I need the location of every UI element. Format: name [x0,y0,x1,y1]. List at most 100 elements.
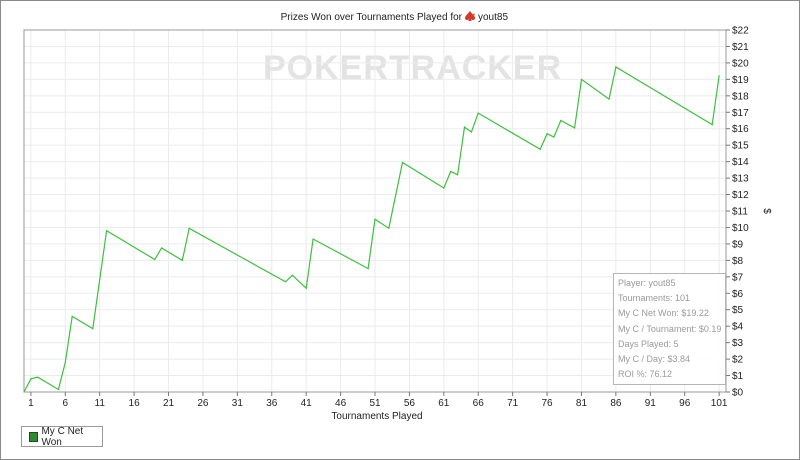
y-tick-label: $3 [732,338,744,349]
y-tick-label: $6 [732,289,744,300]
data-point [463,126,466,128]
y-tick-label: $8 [732,256,744,267]
y-tick-label: $14 [732,157,749,168]
data-point [367,267,369,270]
y-tick-label: $13 [732,174,749,185]
data-point [470,131,472,133]
x-tick-label: 56 [404,398,416,409]
data-point [560,119,562,122]
stats-panel: Player: yout85 Tournaments: 101 My C Net… [613,273,726,385]
stat-per-tournament: My C / Tournament: $0.19 [618,323,722,334]
y-tick-label: $10 [732,223,749,234]
data-point [718,75,720,77]
x-tick-label: 46 [335,398,347,409]
data-point [284,281,287,283]
stat-tournaments: Tournaments: 101 [618,293,691,304]
chart-player-name: yout85 [478,12,508,23]
x-tick-label: 71 [507,398,519,409]
y-tick-label: $11 [732,207,748,218]
x-tick-label: 21 [163,398,175,409]
data-point [546,133,548,135]
data-point [388,227,390,229]
stat-roi: ROI %: 76.12 [618,369,673,380]
y-tick-label: $22 [732,26,749,37]
data-point [71,315,73,317]
data-point [305,287,307,289]
x-tick-label: 11 [95,398,106,409]
data-point [30,378,32,380]
x-tick-label: 51 [369,398,381,409]
data-point [64,361,66,363]
data-point [92,328,94,330]
x-tick-label: 6 [63,398,69,409]
x-axis-label: Tournaments Played [331,411,422,422]
data-point [443,187,445,189]
stat-player: Player: yout85 [618,278,676,288]
stat-per-day: My C / Day: $3.84 [618,353,691,364]
series-layer [23,66,720,393]
chart-legend: My C Net Won [21,425,103,448]
data-point [23,391,25,393]
x-tick-label: 36 [266,398,278,409]
x-tick-label: 76 [541,398,553,409]
axis-ticks: $0 $1 $2 $3 $4 $5 $6 $7 $8 $9 $10 $11 $12 $13 $14 $15 $1… [28,26,749,410]
y-tick-label: $15 [732,141,749,152]
x-tick-label: 96 [679,398,691,409]
x-tick-label: 26 [197,398,209,409]
data-point [608,98,610,100]
chart-title: Prizes Won over Tournaments Played for [281,12,463,23]
y-tick-label: $7 [732,272,744,283]
data-point [181,259,183,261]
data-point [573,127,576,129]
x-tick-label: 31 [232,398,244,409]
x-tick-label: 61 [438,398,450,409]
legend-label: My C Net Won [41,425,84,448]
data-point [477,112,479,114]
y-tick-label: $1 [732,371,744,382]
spade-icon [465,11,475,21]
data-point [154,258,156,261]
x-tick-label: 1 [28,398,34,409]
y-axis-label: $ [761,208,772,214]
y-tick-label: $20 [732,58,749,69]
data-point [539,148,541,150]
data-point [401,161,404,164]
stat-net-won: My C Net Won: $19.22 [618,308,709,319]
data-point [188,227,190,229]
data-point [553,136,555,138]
data-point [711,124,713,126]
data-point [161,247,163,249]
stat-days-played: Days Played: 5 [618,338,679,349]
y-tick-label: $0 [732,388,744,399]
legend-swatch [29,431,39,442]
y-tick-label: $2 [732,355,744,366]
y-tick-label: $17 [732,108,749,119]
data-point [374,218,376,220]
data-point [615,66,617,68]
data-point [580,78,583,80]
data-point [291,274,294,276]
x-tick-label: 81 [576,398,588,409]
data-point [57,388,60,391]
y-tick-label: $12 [732,190,749,201]
x-tick-label: 91 [645,398,657,409]
y-tick-label: $18 [732,91,749,102]
x-tick-label: 101 [711,398,728,409]
series-line-my-c-net-won [23,66,720,393]
y-tick-label: $9 [732,239,744,250]
data-point [456,174,459,176]
y-tick-label: $5 [732,305,744,316]
y-tick-label: $21 [732,42,749,53]
y-tick-label: $4 [732,322,744,333]
data-point [450,170,452,173]
x-tick-label: 41 [301,398,313,409]
y-tick-label: $16 [732,124,749,135]
x-tick-label: 66 [473,398,485,409]
data-point [312,238,314,240]
poker-tracker-watermark: POKERTRACKER [263,49,562,87]
data-point [105,230,108,232]
y-tick-label: $19 [732,75,749,86]
x-tick-label: 86 [610,398,622,409]
x-tick-label: 16 [129,398,141,409]
